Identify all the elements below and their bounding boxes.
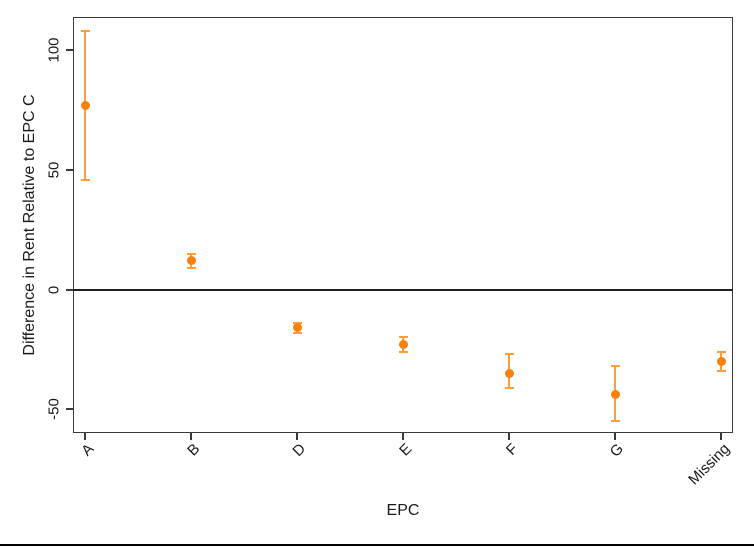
figure-bottom-border (0, 544, 754, 546)
error-bar-cap-top (716, 350, 726, 353)
estimate-point (292, 323, 302, 333)
x-axis-tick (296, 433, 298, 440)
zero-reference-line (73, 288, 733, 291)
x-tick-label: D (289, 440, 310, 460)
x-tick-label: F (502, 440, 522, 459)
error-bar-cap-bottom (504, 386, 514, 389)
x-axis-title: EPC (386, 502, 420, 519)
x-tick-label: Missing (685, 440, 734, 489)
error-bar-cap-bottom (186, 267, 196, 270)
x-tick-label: E (396, 440, 416, 460)
estimate-point (186, 256, 196, 266)
error-bar-cap-bottom (716, 369, 726, 372)
error-bar-cap-bottom (610, 420, 620, 423)
y-axis-title: Difference in Rent Relative to EPC C (21, 94, 38, 356)
estimate-point (398, 340, 408, 350)
x-axis-tick (402, 433, 404, 440)
y-tick-label: 50 (45, 161, 63, 179)
error-bar-cap-bottom (398, 350, 408, 353)
error-bar-cap-top (504, 353, 514, 356)
y-tick-label: 0 (45, 285, 63, 294)
x-axis-tick (720, 433, 722, 440)
y-axis-tick (66, 49, 73, 52)
x-tick-label: A (78, 440, 98, 460)
estimate-point (716, 356, 726, 366)
y-axis-tick (66, 288, 73, 291)
x-axis-tick (84, 433, 86, 440)
x-axis-tick (508, 433, 510, 440)
y-tick-label: 100 (45, 37, 63, 63)
y-axis-tick (66, 169, 73, 171)
error-bar-cap-top (292, 322, 302, 325)
y-tick-label: -50 (45, 398, 63, 420)
error-bar-cap-top (186, 252, 196, 255)
error-bar-cap-top (80, 30, 90, 33)
error-bar-cap-bottom (80, 178, 90, 181)
x-tick-label: B (184, 440, 204, 460)
error-bar-cap-top (610, 365, 620, 368)
y-axis-tick (66, 408, 73, 411)
plot-area (73, 17, 733, 433)
error-bar-cap-bottom (292, 331, 302, 334)
estimate-point (504, 368, 514, 378)
x-axis-tick (190, 433, 192, 440)
error-bar-cap-top (398, 336, 408, 339)
x-axis-tick (614, 433, 616, 440)
estimate-point (610, 390, 620, 400)
x-tick-label: G (607, 440, 628, 461)
estimate-point (80, 100, 90, 110)
